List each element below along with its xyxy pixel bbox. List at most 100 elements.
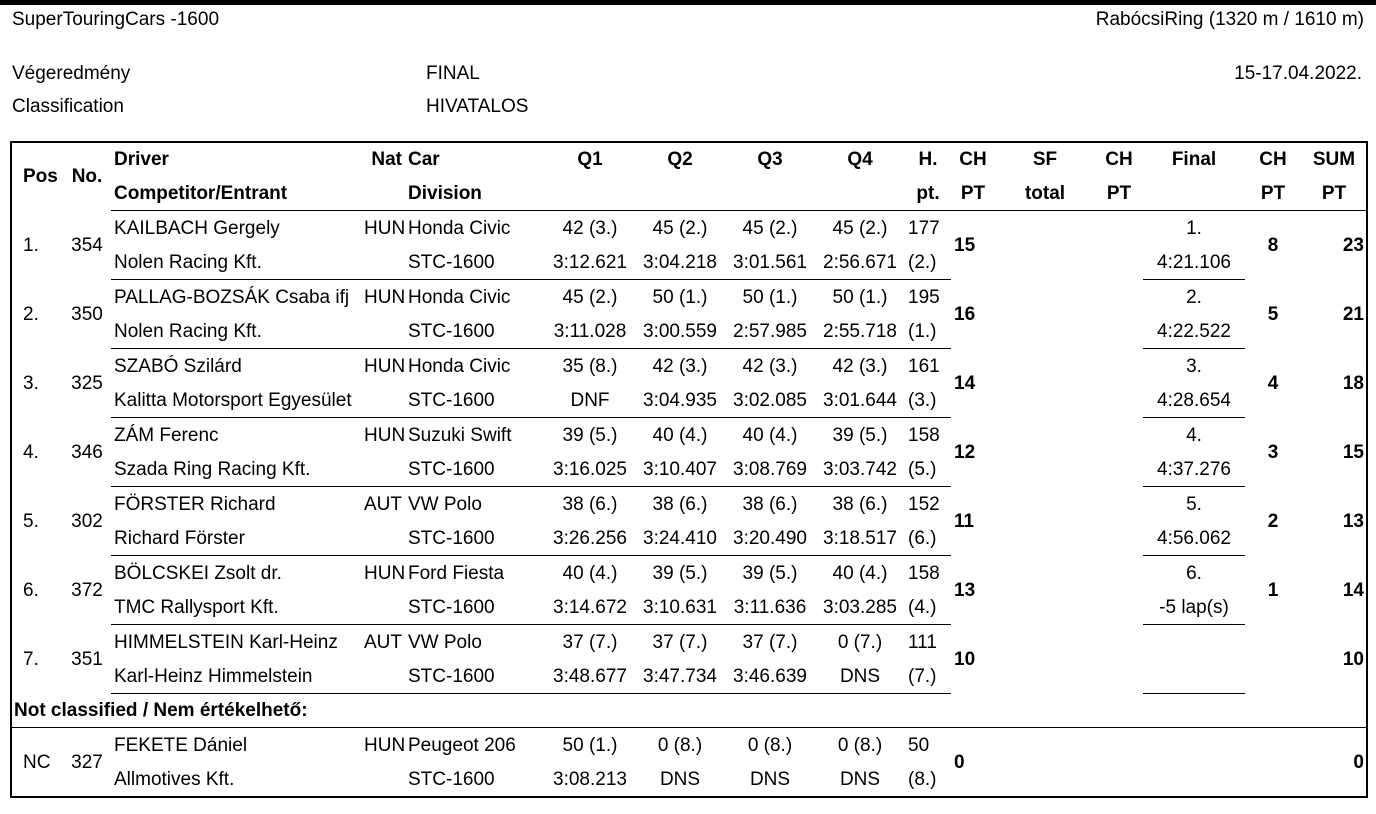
pos-cell: 2.	[23, 303, 39, 325]
q3-time-cell: 2:57.985	[725, 314, 815, 349]
driver-cell: KAILBACH Gergely	[114, 217, 280, 239]
pos-cell: 4.	[23, 441, 39, 463]
col-driver-header: Driver	[114, 148, 169, 170]
q1-points-cell: 50 (1.)	[562, 734, 618, 756]
q1-points-cell: 45 (2.)	[562, 286, 618, 308]
q3-points-cell: 40 (4.)	[742, 424, 798, 446]
empty-cell	[361, 245, 405, 280]
final-time-cell: 4:37.276	[1143, 452, 1245, 487]
col-car-header: Car	[408, 148, 440, 170]
ch-points-final-cell: 1	[1267, 579, 1279, 601]
q1-points-cell: 39 (5.)	[562, 424, 618, 446]
ch-points-final-cell: 2	[1267, 510, 1279, 532]
nationality-cell: HUN	[364, 217, 405, 239]
final-pos-cell: 5.	[1186, 493, 1202, 515]
car-cell: Honda Civic	[408, 286, 511, 308]
q2-points-cell: 37 (7.)	[652, 631, 708, 653]
sum-points-cell: 23	[1342, 234, 1364, 256]
table-row: 4. 346 ZÁM Ferenc HUN Suzuki Swift 39 (5.) 40 …	[11, 418, 1367, 463]
q3-points-cell: 39 (5.)	[742, 562, 798, 584]
col-pos-header: Pos	[23, 165, 58, 187]
ch-points-final-cell: 8	[1267, 234, 1279, 256]
table-row: 6. 372 BÖLCSKEI Zsolt dr. HUN Ford Fiesta 40 …	[11, 556, 1367, 601]
pos-cell: 5.	[23, 510, 39, 532]
col-sf-header-2: total	[995, 176, 1095, 211]
final-pos-cell: 1.	[1186, 217, 1202, 239]
table-row: Allmotives Kft. STC-1600 3:08.213 DNS DNS DNS…	[11, 762, 1367, 797]
q3-time-cell: 3:02.085	[725, 383, 815, 418]
col-chpt2-header-2: PT	[1095, 176, 1143, 211]
table-row: 3. 325 SZABÓ Szilárd HUN Honda Civic 35 (8.) 4…	[11, 349, 1367, 394]
q1-time-cell: 3:12.621	[545, 245, 635, 280]
q3-points-cell: 0 (8.)	[747, 734, 793, 756]
final-time-cell: 4:56.062	[1143, 521, 1245, 556]
sf-total-cell	[995, 487, 1095, 556]
final-pos-cell	[1143, 728, 1245, 763]
col-sum-header-2: PT	[1301, 176, 1367, 211]
q3-time-cell: DNS	[725, 762, 815, 797]
sf-total-cell	[995, 280, 1095, 349]
q2-time-cell: 3:47.734	[635, 659, 725, 694]
q2-points-cell: 40 (4.)	[652, 424, 708, 446]
empty-cell	[361, 452, 405, 487]
q1-time-cell: 3:48.677	[545, 659, 635, 694]
q2-time-cell: 3:10.407	[635, 452, 725, 487]
q1-time-cell: 3:11.028	[545, 314, 635, 349]
heat-position-cell: (5.)	[905, 452, 951, 487]
division-cell: STC-1600	[405, 245, 545, 280]
q4-time-cell: 3:03.285	[815, 590, 905, 625]
col-sum-header: SUM	[1312, 148, 1356, 170]
heat-points-cell: 50	[908, 734, 930, 756]
col-chpt1-header-2: PT	[951, 176, 995, 211]
pos-cell: 1.	[23, 234, 39, 256]
nationality-cell: HUN	[364, 424, 405, 446]
empty-cell	[361, 659, 405, 694]
entrant-cell: TMC Rallysport Kft.	[111, 590, 361, 625]
pos-cell: 3.	[23, 372, 39, 394]
sum-points-cell: 0	[1353, 751, 1364, 773]
q3-points-cell: 38 (6.)	[742, 493, 798, 515]
heat-position-cell: (4.)	[905, 590, 951, 625]
ch-points-qual-cell: 10	[954, 648, 976, 670]
q4-time-cell: DNS	[815, 762, 905, 797]
ch-points-sf-cell	[1095, 728, 1143, 797]
q2-time-cell: 3:00.559	[635, 314, 725, 349]
final-time-cell: 4:21.106	[1143, 245, 1245, 280]
heat-position-cell: (3.)	[905, 383, 951, 418]
col-q3-header: Q3	[757, 148, 783, 170]
table-row: Nolen Racing Kft. STC-1600 3:11.028 3:00.55…	[11, 314, 1367, 349]
car-cell: Peugeot 206	[408, 734, 516, 756]
car-cell: Honda Civic	[408, 355, 511, 377]
heat-points-cell: 111	[908, 631, 937, 653]
q1-time-cell: 3:14.672	[545, 590, 635, 625]
q1-points-cell: 42 (3.)	[562, 217, 618, 239]
pos-cell: 6.	[23, 579, 39, 601]
driver-cell: SZABÓ Szilárd	[114, 355, 242, 377]
q1-points-cell: 38 (6.)	[562, 493, 618, 515]
table-row: NC 327 FEKETE Dániel HUN Peugeot 206 50 (1.) 0…	[11, 728, 1367, 773]
car-number-cell: 354	[71, 234, 103, 256]
ch-points-sf-cell	[1095, 487, 1143, 556]
q2-points-cell: 42 (3.)	[652, 355, 708, 377]
q4-time-cell: DNS	[815, 659, 905, 694]
q3-points-cell: 42 (3.)	[742, 355, 798, 377]
status-final: FINAL	[426, 63, 480, 84]
table-row: 2. 350 PALLAG-BOZSÁK Csaba ifj HUN Honda Civ…	[11, 280, 1367, 325]
car-number-cell: 346	[71, 441, 103, 463]
header-row-1: Pos No. Driver Nat Car Q1 Q2 Q3 Q4 H. CH…	[11, 142, 1367, 187]
q2-points-cell: 45 (2.)	[652, 217, 708, 239]
division-cell: STC-1600	[405, 383, 545, 418]
entrant-cell: Nolen Racing Kft.	[111, 314, 361, 349]
ch-points-qual-cell: 14	[954, 372, 976, 394]
q4-points-cell: 50 (1.)	[832, 286, 888, 308]
final-time-cell	[1143, 762, 1245, 797]
result-title-en: Classification	[12, 96, 124, 117]
col-chpt3-header-2: PT	[1245, 176, 1301, 211]
ch-points-final-cell	[1245, 625, 1301, 694]
driver-cell: ZÁM Ferenc	[114, 424, 219, 446]
ch-points-qual-cell: 12	[954, 441, 976, 463]
heat-position-cell: (6.)	[905, 521, 951, 556]
table-row: Richard Förster STC-1600 3:26.256 3:24.410 3…	[11, 521, 1367, 556]
final-pos-cell: 2.	[1186, 286, 1202, 308]
driver-cell: HIMMELSTEIN Karl-Heinz	[114, 631, 338, 653]
